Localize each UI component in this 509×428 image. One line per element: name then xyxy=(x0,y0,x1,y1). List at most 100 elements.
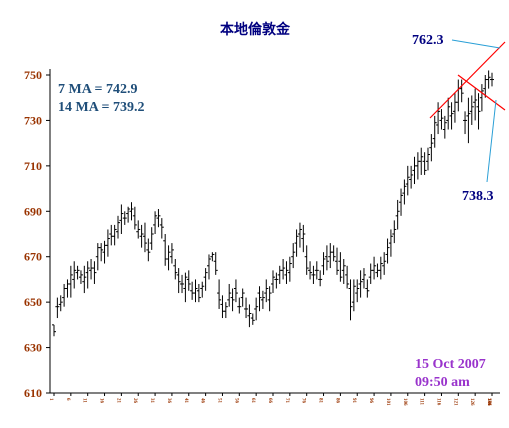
ohlc-bar xyxy=(122,211,127,225)
ohlc-bar xyxy=(260,290,265,309)
ohlc-bar xyxy=(173,258,178,280)
ohlc-bar xyxy=(341,258,346,284)
ohlc-bar xyxy=(163,234,168,266)
ohlc-bar xyxy=(166,245,171,271)
ohlc-bar xyxy=(186,270,191,291)
ohlc-bar xyxy=(287,256,292,282)
x-tick-label: 16 xyxy=(99,398,104,404)
ohlc-bar xyxy=(92,261,97,284)
x-tick-label: 21 xyxy=(115,398,120,404)
x-tick-label: 91 xyxy=(351,398,356,404)
x-tick-label: 106 xyxy=(402,398,407,406)
x-tick-label: 111 xyxy=(419,398,424,405)
x-tick-label: 41 xyxy=(183,398,188,404)
upper-trendline xyxy=(429,41,506,119)
y-tick-label: 690 xyxy=(24,204,42,218)
x-tick-label: 26 xyxy=(132,398,137,404)
ohlc-bar xyxy=(469,95,474,125)
timestamp-time: 09:50 am xyxy=(415,375,470,390)
y-tick-label: 650 xyxy=(24,295,42,309)
ohlc-bar xyxy=(58,295,63,312)
ohlc-bar xyxy=(176,268,181,294)
ohlc-bar xyxy=(126,206,131,223)
ohlc-bar xyxy=(156,209,161,228)
ohlc-bar xyxy=(425,147,430,171)
ohlc-bar xyxy=(62,283,67,307)
ohlc-bar xyxy=(250,313,255,325)
ohlc-bar xyxy=(308,261,313,280)
ohlc-bar xyxy=(297,222,302,248)
y-tick-label: 730 xyxy=(24,113,42,127)
ohlc-bar xyxy=(254,297,259,321)
ohlc-bar xyxy=(284,261,289,284)
ohlc-bar xyxy=(206,254,211,280)
ohlc-bar xyxy=(415,152,420,180)
ohlc-bar xyxy=(217,279,222,309)
ohlc-bar xyxy=(169,243,174,264)
ohlc-bar xyxy=(351,279,356,312)
ohlc-bar xyxy=(328,243,333,269)
ohlc-bar xyxy=(442,115,447,139)
ohlc-bars xyxy=(52,70,494,337)
x-tick-label: 141 xyxy=(486,398,491,406)
ohlc-bar xyxy=(65,279,70,298)
ohlc-bar xyxy=(463,111,468,135)
lower-pointer xyxy=(486,99,497,183)
ohlc-bar xyxy=(338,252,343,282)
ohlc-bar xyxy=(432,115,437,148)
ohlc-bar xyxy=(419,147,424,175)
ohlc-bar xyxy=(78,270,83,284)
ohlc-bar xyxy=(247,304,252,328)
ohlc-bar xyxy=(449,102,454,130)
ohlc-bar xyxy=(119,204,124,234)
ohlc-bar xyxy=(159,218,164,239)
y-tick-label: 750 xyxy=(24,68,42,82)
ohlc-bar xyxy=(264,279,269,303)
ohlc-bar xyxy=(318,270,323,287)
ohlc-bar xyxy=(490,72,494,87)
ohlc-bar xyxy=(257,286,262,312)
ohlc-bar xyxy=(89,258,94,280)
ohlc-bar xyxy=(372,256,377,280)
ohlc-bar xyxy=(473,88,478,121)
x-tick-label: 46 xyxy=(200,398,205,404)
x-tick-label: 11 xyxy=(82,398,87,403)
ohlc-bar xyxy=(109,224,114,246)
ohlc-bar xyxy=(388,229,393,257)
ohlc-bar xyxy=(220,295,225,319)
ohlc-bar xyxy=(136,220,141,239)
ohlc-bar xyxy=(456,79,461,112)
x-tick-label: 151 xyxy=(486,398,491,406)
ohlc-bar xyxy=(139,224,144,248)
x-tick-label: 131 xyxy=(486,398,491,406)
ohlc-bar xyxy=(291,243,296,269)
x-tick-label: 56 xyxy=(233,398,238,404)
ohlc-bar xyxy=(335,247,340,275)
ohlc-bar xyxy=(459,79,464,103)
ohlc-bar xyxy=(146,238,151,262)
ohlc-bar xyxy=(446,97,451,130)
ohlc-bar xyxy=(116,215,121,239)
lower-trendline xyxy=(457,74,506,111)
ohlc-bar xyxy=(52,324,56,337)
ohlc-bar xyxy=(153,211,158,234)
ohlc-bar xyxy=(405,165,410,196)
ohlc-bar xyxy=(345,265,350,289)
ma-14-label: 14 MA = 739.2 xyxy=(58,100,145,115)
ohlc-bar xyxy=(271,270,275,294)
ohlc-bar xyxy=(227,283,232,307)
x-tick-label: 121 xyxy=(452,398,457,406)
x-tick-label: 31 xyxy=(149,398,154,404)
ohlc-bar xyxy=(382,252,387,275)
ohlc-bar xyxy=(203,268,208,291)
ohlc-bar xyxy=(233,279,238,303)
x-tick-label: 51 xyxy=(216,398,221,404)
ohlc-bar xyxy=(68,265,73,298)
x-tick-label: 81 xyxy=(318,398,323,404)
ohlc-bar xyxy=(365,279,370,298)
x-tick-label: 146 xyxy=(486,398,491,406)
ohlc-bar xyxy=(85,261,90,289)
ohlc-bar xyxy=(348,279,353,321)
ohlc-bar xyxy=(361,268,366,289)
